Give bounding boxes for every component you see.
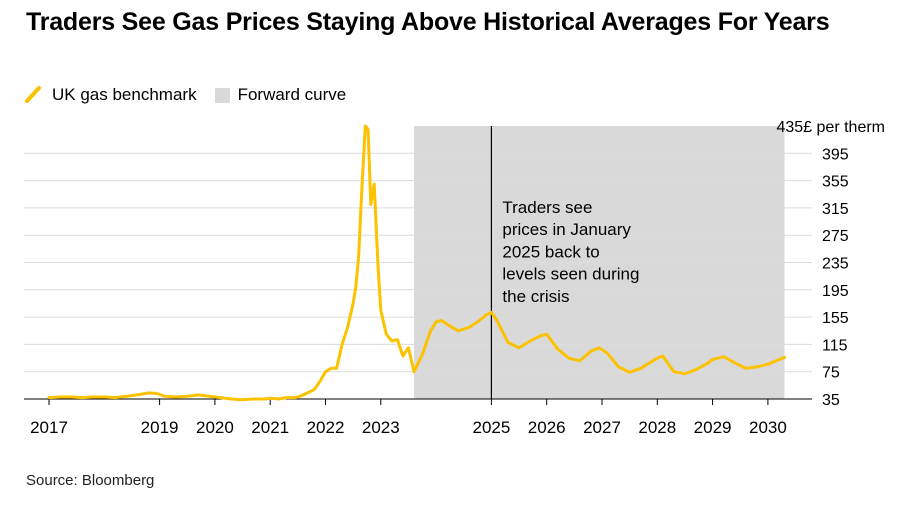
annotation-line-text: the crisis: [502, 287, 569, 306]
x-tick-label: 2026: [528, 418, 566, 437]
legend-label-forward: Forward curve: [237, 85, 347, 104]
x-tick-label: 2017: [30, 418, 68, 437]
legend-item-forward: Forward curve: [214, 85, 347, 105]
legend-box-swatch: [214, 87, 230, 103]
x-tick-label: 2025: [472, 418, 510, 437]
x-tick-label: 2030: [749, 418, 787, 437]
y-tick-label: 35: [822, 392, 840, 409]
y-tick-label: 235: [822, 256, 849, 273]
annotation-line-text: Traders see: [502, 198, 592, 217]
y-axis-top-label: 435£ per therm: [776, 119, 885, 136]
annotation-text: Traders see prices in January 2025 back to…: [502, 198, 639, 306]
y-tick-label: 195: [822, 283, 849, 300]
x-tick-label: 2027: [583, 418, 621, 437]
chart-title: Traders See Gas Prices Staying Above His…: [26, 8, 830, 36]
x-tick-label: 2022: [307, 418, 345, 437]
annotation-line-text: levels seen during: [502, 265, 639, 284]
legend-line-swatch: [25, 86, 41, 103]
x-tick-label: 2020: [196, 418, 234, 437]
x-tick-label: 2028: [638, 418, 676, 437]
x-tick-label: 2023: [362, 418, 400, 437]
y-tick-label: 315: [822, 201, 849, 218]
x-tick-label: 2029: [694, 418, 732, 437]
x-tick-label: 2019: [141, 418, 179, 437]
annotation-line-text: 2025 back to: [502, 242, 599, 261]
legend-item-benchmark: UK gas benchmark: [24, 85, 197, 105]
y-tick-label: 115: [822, 337, 848, 354]
y-tick-label: 395: [822, 146, 849, 163]
y-tick-label: 355: [822, 174, 849, 191]
y-tick-label: 275: [822, 228, 849, 245]
y-tick-label: 75: [822, 365, 840, 382]
y-tick-label: 155: [822, 310, 849, 327]
x-tick-label: 2021: [251, 418, 289, 437]
source-note: Source: Bloomberg: [26, 472, 155, 489]
series-line-uk-gas-benchmark: [47, 124, 786, 402]
annotation-line-text: prices in January: [502, 220, 631, 239]
legend-label-benchmark: UK gas benchmark: [52, 85, 197, 104]
legend: UK gas benchmark Forward curve: [24, 84, 364, 106]
